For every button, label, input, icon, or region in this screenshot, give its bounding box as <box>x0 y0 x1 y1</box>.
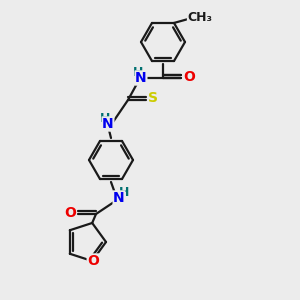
Text: O: O <box>183 70 195 84</box>
Text: CH₃: CH₃ <box>188 11 212 24</box>
Text: H: H <box>119 185 129 199</box>
Text: S: S <box>148 91 158 105</box>
Text: O: O <box>64 206 76 220</box>
Text: H: H <box>100 112 110 124</box>
Text: N: N <box>102 117 114 131</box>
Text: O: O <box>87 254 99 268</box>
Text: N: N <box>135 71 147 85</box>
Text: N: N <box>113 191 125 205</box>
Text: H: H <box>133 65 143 79</box>
